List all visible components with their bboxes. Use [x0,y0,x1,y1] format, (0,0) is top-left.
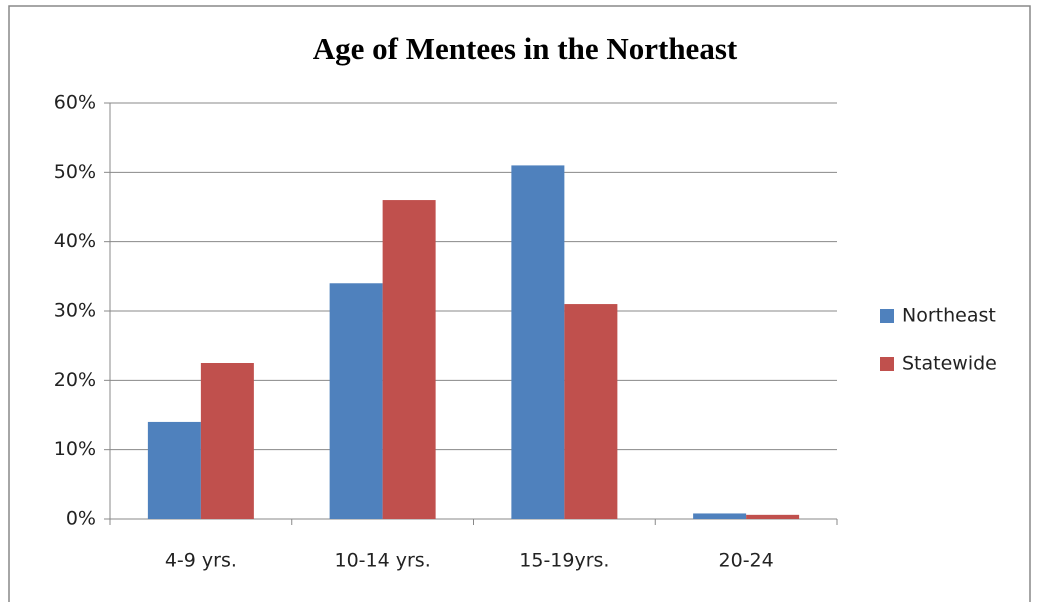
bar [382,200,436,520]
y-tick-label: 60% [54,92,96,114]
y-tick-label: 20% [54,369,96,391]
y-tick-label: 0% [66,508,96,530]
chart-border [8,5,1031,602]
legend-label: Statewide [902,353,997,375]
legend-swatch [880,357,894,371]
bar [147,421,201,519]
x-tick-label: 10-14 yrs. [335,550,431,572]
x-tick-label: 15-19yrs. [519,550,609,572]
bar [511,165,565,519]
y-tick-label: 10% [54,438,96,460]
bar [746,514,800,519]
legend-swatch [880,309,894,323]
bar [693,513,747,519]
y-tick-label: 40% [54,230,96,252]
bar [564,304,618,519]
bar [329,283,383,519]
x-tick-label: 20-24 [719,550,774,572]
bar [200,363,254,519]
chart-title: Age of Mentees in the Northeast [313,31,738,66]
x-tick-label: 4-9 yrs. [165,550,237,572]
y-tick-label: 50% [54,161,96,183]
y-tick-label: 30% [54,300,96,322]
legend-label: Northeast [902,305,996,327]
